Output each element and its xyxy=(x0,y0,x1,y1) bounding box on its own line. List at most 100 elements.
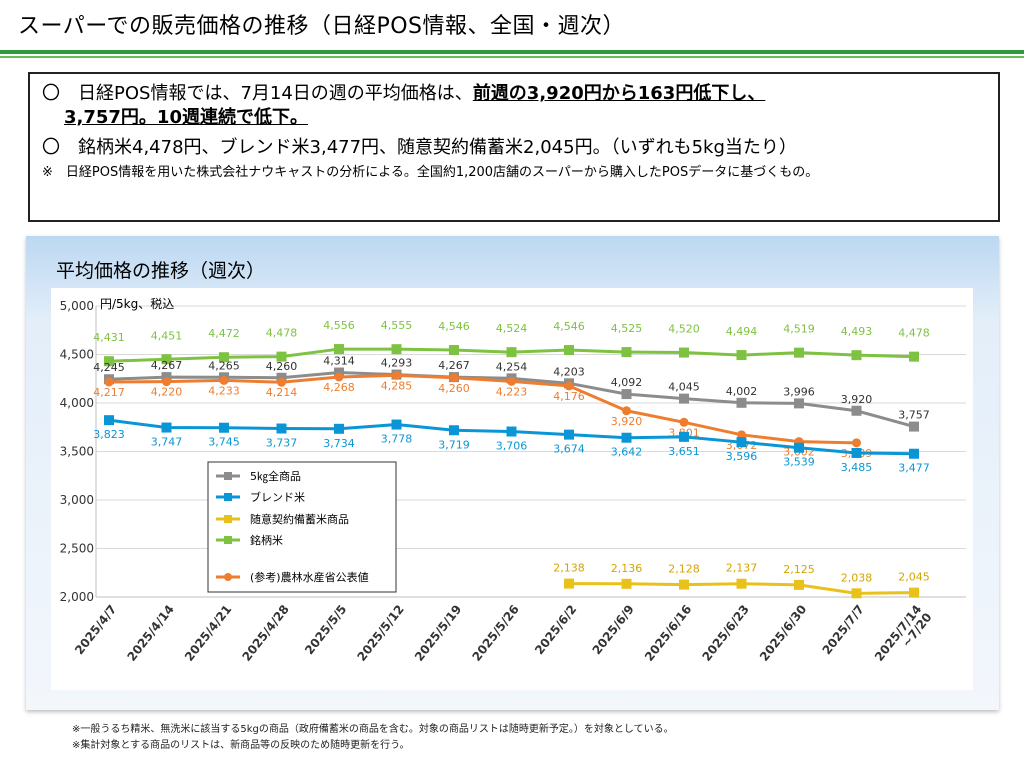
data-point xyxy=(161,354,172,365)
data-label: 3,719 xyxy=(438,438,470,451)
data-label: 2,125 xyxy=(783,563,815,576)
x-tick-label-part: 2025/4/14 xyxy=(124,602,176,664)
data-label: 3,747 xyxy=(151,436,183,449)
page-title: スーパーでの販売価格の推移（日経POS情報、全国・週次） xyxy=(18,14,626,39)
legend-swatch-marker xyxy=(224,493,232,501)
x-tick-label: 2025/5/26 xyxy=(469,602,521,664)
data-label: 4,472 xyxy=(208,327,240,340)
y-tick-label: 4,000 xyxy=(60,396,94,410)
data-label: 3,485 xyxy=(841,461,873,474)
summary-box: 〇 日経POS情報では、7月14日の週の平均価格は、前週の3,920円から163… xyxy=(28,72,1000,222)
summary-line-1-highlight: 前週の3,920円から163円低下し、 xyxy=(472,83,766,104)
x-tick-label: 2025/4/21 xyxy=(182,602,234,664)
footer-note-1: ※一般うるち精米、無洗米に該当する5kgの商品（政府備蓄米の商品を含む。対象の商… xyxy=(72,724,674,735)
x-tick-label-part: 2025/4/21 xyxy=(182,602,234,664)
data-label: 4,431 xyxy=(93,331,125,344)
data-label: 4,233 xyxy=(208,384,240,397)
data-label: 3,642 xyxy=(611,446,643,459)
x-tick-label-part: 2025/4/7 xyxy=(72,602,119,657)
data-label: 4,556 xyxy=(323,319,355,332)
data-label: 2,136 xyxy=(611,562,643,575)
data-label: 3,596 xyxy=(726,450,758,463)
x-tick-label: 2025/6/23 xyxy=(699,602,751,664)
data-label: 3,651 xyxy=(668,445,700,458)
data-label: 3,674 xyxy=(553,443,585,456)
data-label: 4,493 xyxy=(841,325,873,338)
data-point xyxy=(506,426,517,437)
data-label: 4,519 xyxy=(783,323,815,336)
x-tick-label-part: 2025/6/16 xyxy=(642,602,694,664)
data-label: 4,546 xyxy=(553,320,585,333)
data-label: 4,314 xyxy=(323,355,355,368)
x-tick-label: 2025/4/28 xyxy=(239,602,291,664)
data-label: 3,706 xyxy=(496,440,528,453)
data-point xyxy=(161,372,172,383)
data-label: 4,525 xyxy=(611,322,643,335)
legend-swatch-marker xyxy=(224,536,232,544)
data-point xyxy=(679,579,689,590)
data-point xyxy=(794,579,804,590)
x-tick-label: 2025/4/14 xyxy=(124,602,176,664)
x-tick-label: 2025/7/14~7/20 xyxy=(872,602,935,672)
data-label: 3,477 xyxy=(898,462,930,475)
x-tick-label-part: 2025/7/7 xyxy=(820,602,867,657)
data-point xyxy=(621,347,632,358)
data-point xyxy=(851,447,862,458)
chart-panel: 平均価格の推移（週次） 2,000 2,500 3,000 3,500 4,000 4,5… xyxy=(26,236,999,710)
x-tick-label-part: 2025/6/2 xyxy=(532,602,579,657)
legend-swatch-marker xyxy=(224,515,232,523)
data-point xyxy=(334,344,344,355)
summary-line-1-prefix: 〇 日経POS情報では、7月14日の週の平均価格は、 xyxy=(42,83,473,104)
summary-line-1-cont-text: 3,757円。10週連続で低下。 xyxy=(64,107,308,128)
data-point xyxy=(679,393,689,404)
data-label: 2,128 xyxy=(668,563,700,576)
data-label: 4,293 xyxy=(381,357,413,370)
x-tick-label-part: 2025/5/5 xyxy=(302,602,349,657)
data-point xyxy=(391,344,402,355)
data-point xyxy=(219,375,229,385)
data-point xyxy=(679,431,689,442)
data-point xyxy=(794,442,804,453)
data-point xyxy=(104,356,114,367)
data-label: 3,737 xyxy=(266,437,298,450)
line-chart: 2,000 2,500 3,000 3,500 4,000 4,500 5,000 円/5kg… xyxy=(60,297,966,672)
data-point xyxy=(564,345,574,356)
data-point xyxy=(219,422,229,433)
data-label: 4,203 xyxy=(553,365,585,378)
x-tick-label-part: 2025/5/12 xyxy=(354,602,406,664)
x-tick-label: 2025/5/5 xyxy=(302,602,349,657)
data-label: 4,214 xyxy=(266,386,298,399)
data-point xyxy=(277,377,286,387)
x-tick-label: 2025/6/9 xyxy=(590,602,637,657)
data-label: 3,745 xyxy=(208,436,240,449)
data-label: 4,245 xyxy=(93,361,125,374)
x-tick-label: 2025/5/19 xyxy=(412,602,464,664)
data-label: 4,260 xyxy=(438,382,470,395)
data-label: 4,520 xyxy=(668,323,700,336)
data-point xyxy=(909,421,919,432)
data-label: 4,260 xyxy=(266,360,298,373)
data-label: 2,045 xyxy=(898,571,930,584)
legend-swatch-marker xyxy=(224,573,232,581)
data-point xyxy=(736,350,747,361)
data-point xyxy=(219,352,229,363)
y-tick-label: 2,500 xyxy=(60,542,94,556)
data-point xyxy=(737,430,746,440)
data-point xyxy=(736,437,747,448)
y-tick-label: 2,000 xyxy=(60,590,94,604)
legend-swatch-marker xyxy=(224,472,232,480)
legend-label: ブレンド米 xyxy=(250,490,305,504)
data-point xyxy=(392,370,401,380)
data-point xyxy=(621,389,632,400)
data-point xyxy=(334,372,344,382)
footer-note-2: ※集計対象とする商品のリストは、新商品等の反映のため随時更新を行う。 xyxy=(72,740,410,751)
data-label: 4,265 xyxy=(208,359,240,372)
data-point xyxy=(794,398,804,409)
data-point xyxy=(909,448,919,459)
data-point xyxy=(161,422,172,433)
data-label: 2,038 xyxy=(841,571,873,584)
data-point xyxy=(162,377,171,387)
data-label: 4,546 xyxy=(438,320,470,333)
data-label: 4,002 xyxy=(726,385,758,398)
data-point xyxy=(334,423,344,434)
